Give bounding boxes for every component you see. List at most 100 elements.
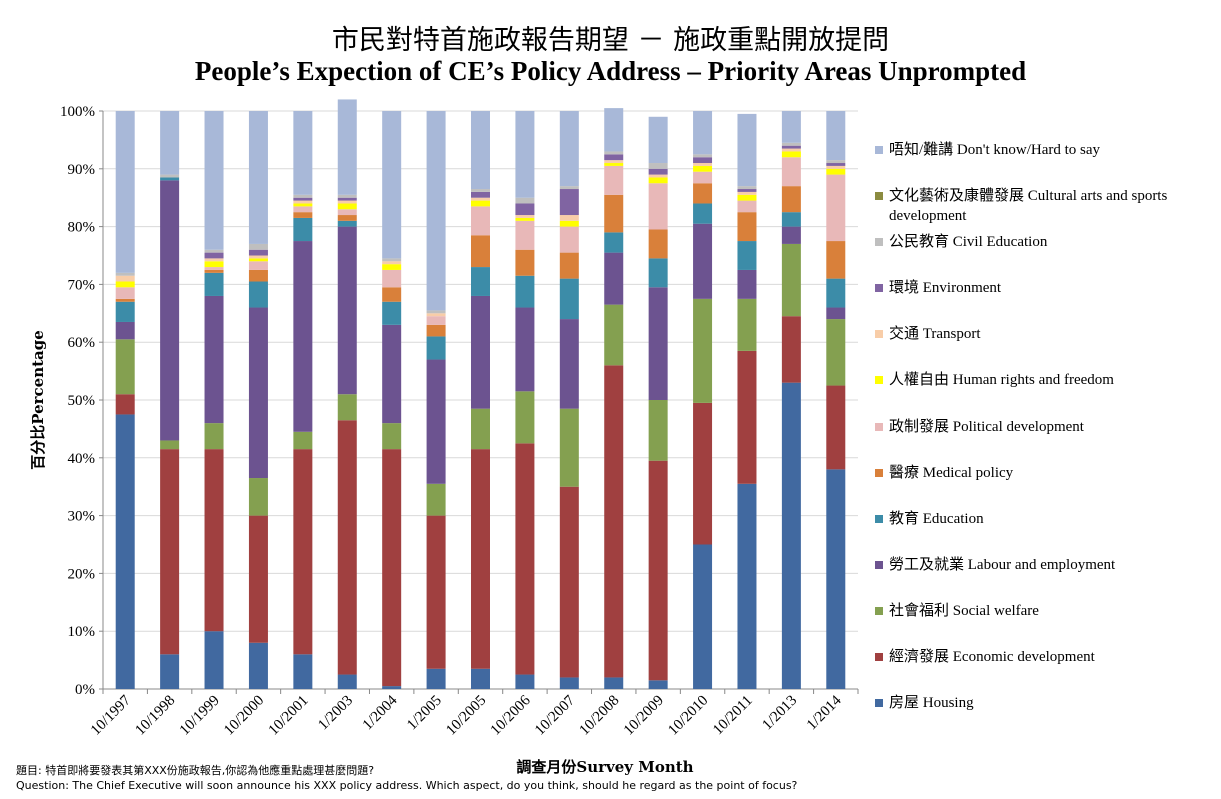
bar-segment bbox=[648, 116, 668, 164]
legend-swatch bbox=[875, 561, 883, 569]
bar-segment bbox=[160, 449, 180, 655]
bar-segment bbox=[559, 677, 579, 689]
bar-segment bbox=[337, 215, 357, 221]
bar-segment bbox=[604, 232, 624, 253]
bar-segment bbox=[115, 281, 135, 288]
bar-segment bbox=[515, 215, 535, 218]
bar-segment bbox=[693, 154, 713, 158]
bar-segment bbox=[693, 157, 713, 164]
bar-segment bbox=[204, 258, 224, 262]
bar-segment bbox=[648, 287, 668, 400]
legend-item: 交通 Transport bbox=[875, 324, 1215, 344]
bar-segment bbox=[204, 631, 224, 689]
bar-segment bbox=[471, 111, 490, 190]
bar-segment bbox=[515, 391, 535, 444]
x-tick-label: 10/2001 bbox=[266, 693, 312, 739]
bar-segment bbox=[382, 324, 402, 424]
legend-swatch bbox=[875, 330, 883, 338]
bar-segment bbox=[826, 160, 846, 164]
bar-segment bbox=[559, 319, 579, 409]
bar-segment bbox=[248, 261, 268, 270]
bar-segment bbox=[737, 212, 757, 242]
legend-label: 社會福利 Social welfare bbox=[889, 603, 1039, 619]
bar-segment bbox=[826, 385, 846, 470]
bar-segment bbox=[737, 200, 757, 213]
bar-segment bbox=[204, 272, 224, 296]
bar-segment bbox=[515, 217, 535, 221]
bar-segment bbox=[426, 324, 446, 337]
bar-segment bbox=[559, 111, 579, 187]
bar-segment bbox=[204, 295, 224, 424]
x-tick-label: 10/2010 bbox=[665, 693, 711, 739]
bar-segment bbox=[337, 194, 357, 198]
bar-segment bbox=[382, 287, 402, 302]
bar-segment bbox=[426, 668, 446, 689]
bar-segment bbox=[204, 111, 224, 250]
bar-segment bbox=[426, 313, 446, 317]
legend-label: 公民教育 Civil Education bbox=[889, 234, 1048, 250]
y-tick-label: 30% bbox=[68, 509, 96, 525]
bar-segment bbox=[115, 321, 135, 340]
bar-segment bbox=[826, 241, 846, 279]
bar-segment bbox=[160, 654, 180, 689]
bar-segment bbox=[559, 220, 579, 227]
bar-segment bbox=[248, 258, 268, 262]
bar-segment bbox=[559, 226, 579, 253]
x-tick-label: 1/2003 bbox=[315, 693, 356, 734]
bar-segment bbox=[382, 423, 402, 450]
bar-segment bbox=[248, 478, 268, 516]
legend-swatch bbox=[875, 607, 883, 615]
legend-label: 醫療 Medical policy bbox=[889, 465, 1014, 481]
bar-segment bbox=[204, 267, 224, 270]
bar-segment bbox=[559, 186, 579, 190]
bar-segment bbox=[604, 151, 624, 155]
legend-label: 人權自由 Human rights and freedom bbox=[889, 372, 1114, 388]
bar-segment bbox=[604, 154, 624, 161]
x-tick-label: 10/1999 bbox=[177, 693, 223, 739]
legend-label: 交通 Transport bbox=[889, 326, 981, 342]
bar-segment bbox=[781, 145, 801, 149]
bar-segment bbox=[160, 177, 180, 181]
bar-segment bbox=[515, 674, 535, 689]
legend-swatch bbox=[875, 653, 883, 661]
legend-item: 政制發展 Political development bbox=[875, 417, 1215, 437]
bar-segment bbox=[160, 111, 180, 175]
bar-segment bbox=[559, 189, 579, 216]
bar-segment bbox=[648, 460, 668, 681]
bar-segment bbox=[115, 272, 135, 276]
bar-segment bbox=[559, 278, 579, 320]
bar-segment bbox=[204, 449, 224, 632]
bar-segment bbox=[604, 160, 624, 164]
bar-segment bbox=[737, 191, 757, 195]
bar-segment bbox=[204, 249, 224, 253]
bar-segment bbox=[426, 359, 446, 484]
bar-segment bbox=[471, 191, 490, 198]
bar-segment bbox=[115, 394, 135, 415]
x-tick-label: 10/2011 bbox=[710, 693, 756, 739]
bar-segment bbox=[737, 350, 757, 484]
y-tick-label: 60% bbox=[68, 335, 96, 351]
bar-segment bbox=[781, 151, 801, 158]
bar-segment bbox=[115, 301, 135, 322]
bar-segment bbox=[604, 194, 624, 233]
y-axis-title: 百分比Percentage bbox=[29, 330, 47, 470]
bar-segment bbox=[648, 183, 668, 230]
bar-segment bbox=[471, 267, 490, 296]
bar-segment bbox=[737, 189, 757, 192]
x-tick-label: 10/1997 bbox=[88, 692, 134, 738]
bar-segment bbox=[826, 174, 846, 242]
legend-swatch bbox=[875, 469, 883, 477]
bar-segment bbox=[559, 408, 579, 487]
legend-label: 勞工及就業 Labour and employment bbox=[889, 557, 1116, 573]
legend-item: 人權自由 Human rights and freedom bbox=[875, 370, 1215, 390]
bar-segment bbox=[248, 243, 268, 250]
chart-title-english: People’s Expection of CE’s Policy Addres… bbox=[194, 56, 1027, 86]
legend-item: 經濟發展 Economic development bbox=[875, 647, 1215, 667]
y-tick-label: 100% bbox=[60, 104, 95, 120]
bar-segment bbox=[604, 108, 624, 152]
x-tick-label: 1/2013 bbox=[759, 693, 800, 734]
x-tick-label: 10/2007 bbox=[532, 692, 578, 738]
legend-label: 教育 Education bbox=[889, 511, 984, 527]
legend-item: 環境 Environment bbox=[875, 278, 1215, 298]
bar-segment bbox=[248, 515, 268, 643]
